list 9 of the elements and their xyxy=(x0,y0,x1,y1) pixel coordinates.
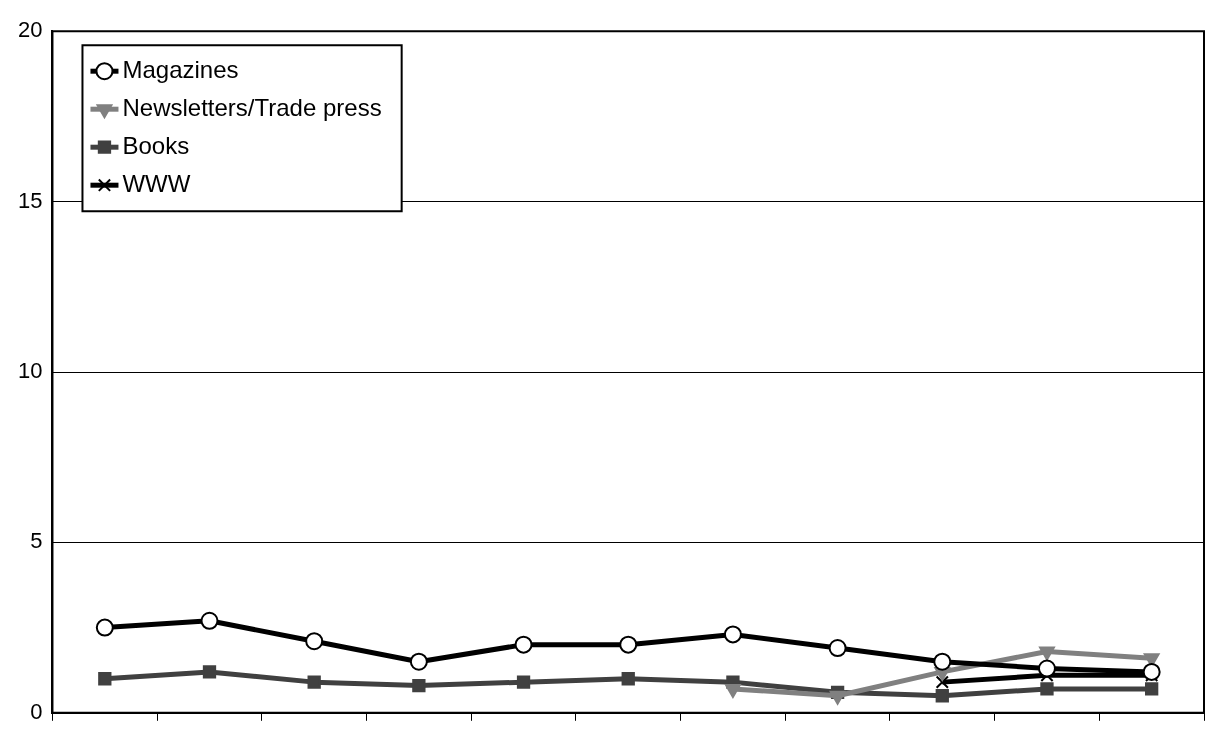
y-tick-label: 15 xyxy=(17,187,43,213)
y-tick-label: 0 xyxy=(30,698,43,724)
y-tick-label: 10 xyxy=(17,358,43,384)
y-tick-label: 5 xyxy=(30,528,43,554)
legend-label: Magazines xyxy=(122,55,239,83)
legend-label: Books xyxy=(122,131,190,159)
y-tick-label: 20 xyxy=(17,17,43,43)
legend-label: WWW xyxy=(122,169,191,197)
legend-label: Newsletters/Trade press xyxy=(122,93,382,121)
